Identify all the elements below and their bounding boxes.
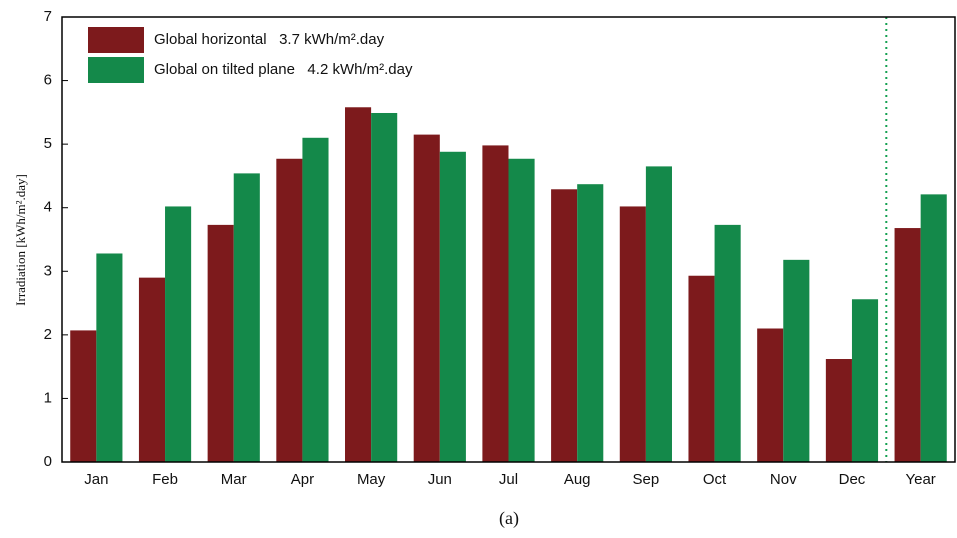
y-tick-label: 3 bbox=[44, 262, 52, 279]
bar bbox=[551, 189, 578, 462]
bar bbox=[577, 184, 604, 462]
bar bbox=[207, 224, 234, 462]
x-tick-label: Nov bbox=[770, 471, 797, 488]
x-tick-label: Aug bbox=[564, 471, 591, 488]
bar bbox=[276, 158, 303, 462]
bar bbox=[894, 228, 921, 462]
bar bbox=[345, 107, 372, 463]
legend-swatch bbox=[88, 27, 144, 53]
x-tick-label: Dec bbox=[839, 471, 866, 488]
bar bbox=[825, 359, 852, 462]
y-tick-label: 2 bbox=[44, 326, 52, 343]
bar bbox=[138, 277, 166, 462]
x-tick-label: Apr bbox=[291, 471, 314, 488]
legend-swatch bbox=[88, 57, 144, 83]
y-tick-label: 5 bbox=[44, 135, 52, 152]
bar bbox=[439, 151, 466, 462]
bar bbox=[688, 275, 715, 462]
bar bbox=[757, 328, 784, 462]
x-tick-label: Feb bbox=[152, 471, 178, 488]
bar bbox=[851, 299, 879, 462]
plot-frame bbox=[61, 16, 956, 463]
y-tick-label: 6 bbox=[44, 72, 52, 89]
legend-label: Global on tilted plane 4.2 kWh/m².day bbox=[154, 61, 413, 78]
bar bbox=[302, 137, 329, 463]
x-tick-label: May bbox=[357, 471, 386, 488]
x-tick-label: Mar bbox=[221, 471, 247, 488]
bar bbox=[413, 134, 440, 462]
bar bbox=[783, 259, 810, 462]
bar bbox=[920, 194, 947, 462]
x-tick-label: Oct bbox=[703, 471, 727, 488]
y-tick-label: 7 bbox=[44, 8, 52, 25]
y-tick-label: 0 bbox=[44, 453, 52, 470]
bar bbox=[371, 112, 398, 462]
y-tick-label: 4 bbox=[44, 199, 52, 216]
bar bbox=[619, 206, 646, 462]
bar bbox=[96, 253, 123, 462]
bar bbox=[482, 145, 509, 462]
bar bbox=[70, 330, 97, 462]
y-axis-label: Irradiation [kWh/m².day] bbox=[13, 174, 28, 306]
x-tick-label: Jan bbox=[84, 471, 108, 488]
x-tick-label: Sep bbox=[633, 471, 660, 488]
legend-label: Global horizontal 3.7 kWh/m².day bbox=[154, 31, 385, 48]
caption: (a) bbox=[499, 508, 519, 529]
bar bbox=[233, 173, 260, 462]
bar bbox=[645, 166, 672, 462]
y-tick-label: 1 bbox=[44, 389, 52, 406]
bar bbox=[508, 158, 535, 462]
bar bbox=[714, 224, 741, 462]
x-tick-label: Year bbox=[905, 471, 935, 488]
bar bbox=[165, 206, 192, 462]
x-tick-label: Jun bbox=[428, 471, 452, 488]
x-tick-label: Jul bbox=[499, 471, 518, 488]
